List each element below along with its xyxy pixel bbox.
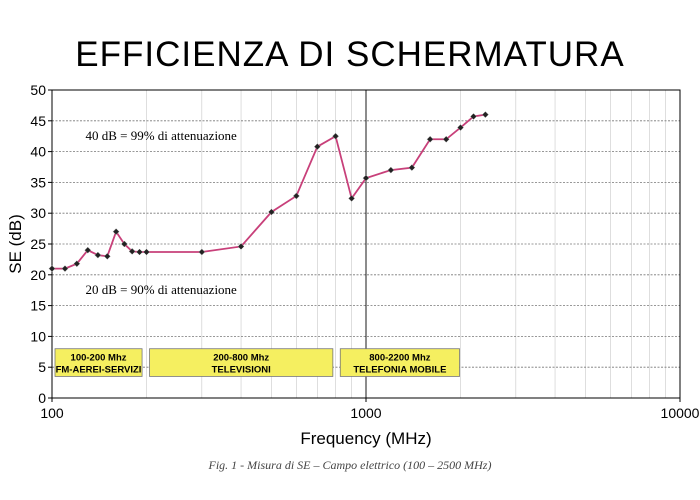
band-name-label: TELEVISIONI (212, 365, 271, 376)
data-point-marker (237, 243, 245, 250)
data-point-marker (121, 240, 128, 248)
data-point-marker (84, 246, 92, 254)
data-point-marker (442, 135, 450, 143)
y-tick-label: 40 (30, 144, 46, 160)
data-point-marker (48, 265, 56, 272)
frequency-band-box (339, 348, 460, 377)
y-tick-label: 50 (30, 82, 46, 98)
data-point-marker (387, 166, 395, 174)
x-tick-label: 10000 (661, 405, 700, 421)
data-point-marker (292, 192, 300, 200)
frequency-band-box (149, 348, 334, 377)
y-tick-label: 45 (30, 113, 46, 129)
y-tick-label: 5 (38, 359, 46, 375)
data-point-marker (198, 248, 206, 256)
data-point-marker (332, 132, 339, 140)
y-tick-label: 15 (30, 298, 46, 314)
band-name-label: FM-AEREI-SERVIZI (56, 365, 142, 376)
page-title: EFFICIENZA DI SCHERMATURA (75, 35, 625, 74)
attenuation-annotation: 20 dB = 90% di attenuazione (85, 282, 237, 297)
data-point-marker (362, 174, 370, 182)
band-name-label: TELEFONIA MOBILE (353, 365, 446, 376)
y-tick-label: 25 (30, 236, 46, 252)
data-point-marker (143, 248, 150, 256)
data-point-marker (314, 143, 321, 151)
data-point-marker (457, 124, 464, 131)
data-point-marker (73, 260, 81, 268)
y-axis-label: SE (dB) (6, 214, 25, 274)
data-point-marker (128, 248, 136, 255)
data-point-marker (482, 111, 489, 118)
frequency-band-box (54, 348, 143, 377)
data-point-marker (268, 208, 275, 216)
band-range-label: 800-2200 Mhz (369, 353, 431, 364)
data-point-marker (61, 265, 69, 272)
x-axis-label: Frequency (MHz) (300, 429, 431, 448)
attenuation-annotation: 40 dB = 99% di attenuazione (85, 128, 237, 143)
figure-caption: Fig. 1 - Misura di SE – Campo elettrico … (208, 458, 492, 472)
x-tick-label: 1000 (350, 405, 381, 421)
y-tick-label: 20 (30, 267, 46, 283)
y-tick-label: 10 (30, 328, 46, 344)
y-tick-label: 30 (30, 205, 46, 221)
data-point-marker (408, 164, 416, 171)
data-point-marker (94, 251, 102, 259)
data-point-marker (348, 195, 355, 202)
band-range-label: 200-800 Mhz (213, 353, 269, 364)
y-tick-label: 35 (30, 174, 46, 190)
data-point-marker (470, 113, 477, 120)
data-point-marker (112, 228, 120, 236)
y-tick-label: 0 (38, 390, 46, 406)
data-point-marker (426, 135, 434, 143)
x-tick-label: 100 (40, 405, 64, 421)
data-point-marker (136, 248, 143, 256)
band-range-label: 100-200 Mhz (71, 353, 127, 364)
data-point-marker (103, 252, 111, 260)
